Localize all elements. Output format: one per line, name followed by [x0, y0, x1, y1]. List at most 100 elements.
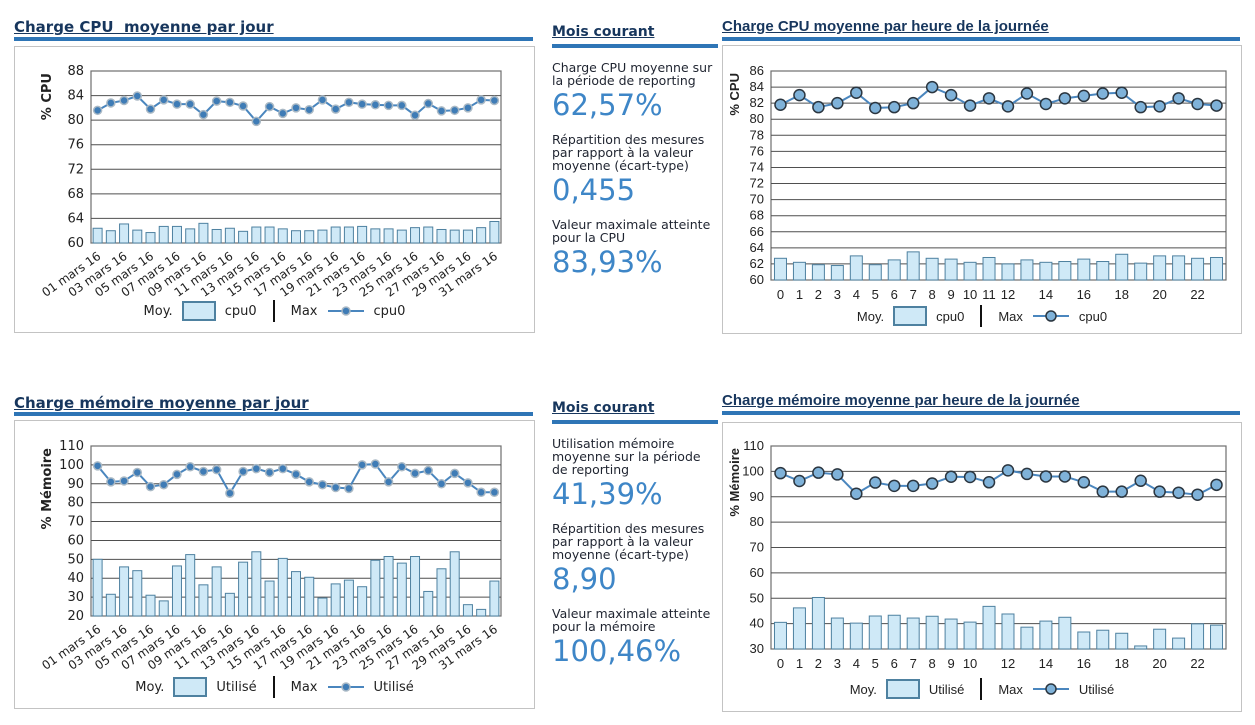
stats-panel-memory: Mois courant Utilisation mémoire moyenne… — [552, 400, 718, 666]
svg-text:% Mémoire: % Mémoire — [727, 448, 742, 517]
svg-text:14: 14 — [1039, 656, 1053, 671]
svg-text:72: 72 — [750, 176, 764, 191]
svg-text:100: 100 — [59, 458, 84, 473]
stat-value: 41,39% — [552, 477, 663, 511]
svg-text:100: 100 — [742, 463, 764, 478]
svg-text:90: 90 — [67, 477, 84, 492]
stat-label: Valeur maximale atteinte pour la CPU — [552, 217, 711, 245]
svg-text:% CPU: % CPU — [40, 73, 55, 120]
legend-avg-swatch — [885, 679, 920, 699]
stat-value: 100,46% — [552, 634, 682, 668]
svg-text:60: 60 — [67, 236, 84, 251]
svg-text:110: 110 — [743, 438, 764, 453]
svg-text:20: 20 — [67, 609, 84, 624]
svg-text:78: 78 — [750, 127, 764, 142]
legend-max-series: Utilisé — [1078, 681, 1115, 697]
legend-max-series: cpu0 — [373, 303, 406, 319]
legend-max-marker — [1032, 310, 1069, 322]
legend-max-marker — [327, 682, 364, 692]
svg-text:30: 30 — [67, 590, 84, 605]
svg-text:40: 40 — [67, 571, 84, 586]
legend-max-marker — [327, 306, 364, 316]
legend-divider — [980, 678, 983, 700]
stats-cpu-header-underline — [552, 44, 718, 48]
svg-text:5: 5 — [872, 656, 879, 671]
stat-value: 0,455 — [552, 173, 636, 207]
svg-text:90: 90 — [750, 489, 764, 504]
svg-text:80: 80 — [750, 111, 764, 126]
cpu-daily-chart: 60 64 68 72 76 80 84 88% CPU 01 mars 16 03 mars 1… — [14, 46, 535, 333]
svg-text:9: 9 — [947, 656, 954, 671]
stats-panel-cpu: Mois courant Charge CPU moyenne sur la p… — [552, 24, 718, 277]
svg-text:12: 12 — [1001, 656, 1015, 671]
svg-text:72: 72 — [67, 162, 84, 177]
svg-text:9: 9 — [947, 287, 954, 302]
svg-text:7: 7 — [910, 287, 917, 302]
stat-value: 8,90 — [552, 562, 617, 596]
memory-daily-title: Charge mémoire moyenne par jour — [14, 394, 309, 412]
legend-avg-series: Utilisé — [216, 679, 257, 695]
legend-max-label: Max — [998, 681, 1023, 697]
svg-text:30: 30 — [750, 641, 764, 656]
svg-text:64: 64 — [67, 211, 84, 226]
cpu-hourly-title: Charge CPU moyenne par heure de la journ… — [722, 18, 1049, 35]
stat-value: 83,93% — [552, 245, 663, 279]
legend-avg-label: Moy. — [143, 303, 173, 319]
svg-text:62: 62 — [750, 256, 764, 271]
legend-divider — [272, 300, 275, 322]
svg-text:3: 3 — [834, 656, 841, 671]
cpu-hourly-legend: Moy. cpu0 Max cpu0 — [723, 302, 1241, 330]
svg-text:66: 66 — [750, 224, 764, 239]
svg-text:18: 18 — [1114, 287, 1128, 302]
svg-text:40: 40 — [750, 616, 764, 631]
svg-text:14: 14 — [1039, 287, 1053, 302]
cpu-daily-legend: Moy. cpu0 Max cpu0 — [15, 297, 534, 325]
svg-text:110: 110 — [59, 439, 84, 454]
legend-avg-swatch — [173, 677, 208, 697]
svg-text:70: 70 — [750, 192, 764, 207]
stat-label: Répartition des mesures par rapport à la… — [552, 521, 705, 562]
memory-daily-chart: 20 30 40 50 60 70 80 90 100 110% Mémoire 01 mars 1… — [14, 420, 535, 709]
svg-text:50: 50 — [750, 590, 764, 605]
svg-text:70: 70 — [67, 515, 84, 530]
svg-text:68: 68 — [67, 187, 84, 202]
stat-label: Répartition des mesures par rapport à la… — [552, 132, 705, 173]
stat-label: Utilisation mémoire moyenne sur la pério… — [552, 436, 701, 477]
legend-max-label: Max — [290, 679, 318, 695]
legend-max-marker — [1032, 683, 1069, 695]
svg-text:3: 3 — [834, 287, 841, 302]
svg-text:64: 64 — [750, 240, 764, 255]
legend-avg-series: cpu0 — [224, 303, 257, 319]
svg-text:76: 76 — [750, 143, 764, 158]
cpu-daily-title: Charge CPU moyenne par jour — [14, 18, 274, 36]
svg-text:20: 20 — [1152, 656, 1166, 671]
svg-text:4: 4 — [853, 287, 860, 302]
svg-text:68: 68 — [750, 208, 764, 223]
svg-text:7: 7 — [910, 656, 917, 671]
svg-text:50: 50 — [67, 552, 84, 567]
svg-text:60: 60 — [750, 565, 764, 580]
cpu-hourly-chart: 60 62 64 66 68 70 72 74 76 78 80 82 84 86% CPU 0 1 2 3 4 5 6… — [722, 45, 1242, 334]
svg-text:10: 10 — [963, 287, 977, 302]
svg-text:18: 18 — [1114, 656, 1128, 671]
legend-divider — [272, 676, 275, 698]
svg-text:0: 0 — [777, 287, 784, 302]
svg-text:70: 70 — [750, 540, 764, 555]
svg-text:8: 8 — [929, 287, 936, 302]
svg-text:88: 88 — [67, 64, 84, 79]
legend-avg-series: cpu0 — [936, 308, 965, 324]
svg-text:22: 22 — [1190, 656, 1204, 671]
svg-text:60: 60 — [67, 533, 84, 548]
svg-text:86: 86 — [750, 63, 764, 78]
svg-text:60: 60 — [750, 272, 764, 287]
legend-max-series: Utilisé — [373, 679, 414, 695]
svg-text:82: 82 — [750, 95, 764, 110]
svg-text:22: 22 — [1190, 287, 1204, 302]
svg-text:1: 1 — [796, 656, 803, 671]
legend-avg-label: Moy. — [849, 681, 877, 697]
svg-text:% Mémoire: % Mémoire — [40, 448, 55, 530]
memory-hourly-title-underline — [722, 411, 1240, 415]
svg-text:10: 10 — [963, 656, 977, 671]
